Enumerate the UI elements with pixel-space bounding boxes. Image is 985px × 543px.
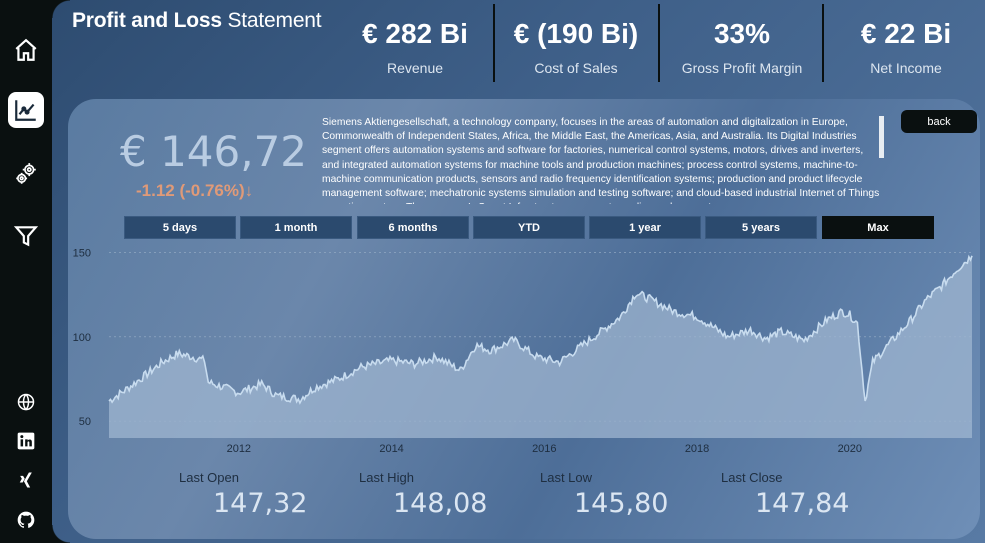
globe-icon[interactable] xyxy=(8,384,44,420)
range-5-years-button[interactable]: 5 years xyxy=(705,216,817,239)
page-title: Profit and Loss Statement xyxy=(72,9,322,32)
home-icon[interactable] xyxy=(8,32,44,68)
last-low-value: 145,80 xyxy=(574,488,669,519)
price-line xyxy=(108,254,973,405)
kpi-gross-profit-margin: 33% Gross Profit Margin xyxy=(676,18,808,88)
range-1-month-button[interactable]: 1 month xyxy=(240,216,352,239)
last-low-label: Last Low xyxy=(540,470,593,485)
range-6-months-button[interactable]: 6 months xyxy=(357,216,469,239)
filter-icon[interactable] xyxy=(8,218,44,254)
y-tick-label: 50 xyxy=(79,416,91,428)
kpi-value: € 282 Bi xyxy=(362,18,468,49)
github-icon[interactable] xyxy=(8,502,44,538)
kpi-divider xyxy=(493,4,495,82)
kpi-label: Net Income xyxy=(870,60,942,76)
kpi-value: € 22 Bi xyxy=(860,18,952,49)
kpi-label: Gross Profit Margin xyxy=(681,60,803,76)
x-tick-label: 2018 xyxy=(685,443,709,455)
last-high-label: Last High xyxy=(359,470,414,485)
last-close-label: Last Close xyxy=(721,470,783,485)
range-ytd-button[interactable]: YTD xyxy=(473,216,585,239)
sidebar xyxy=(0,0,52,543)
kpi-value: € (190 Bi) xyxy=(513,18,639,49)
chart-icon[interactable] xyxy=(8,92,44,128)
kpi-value: 33% xyxy=(713,18,771,49)
price-chart: 50 100 150 2012 2014 2016 2018 2020 xyxy=(73,247,973,455)
range-1-year-button[interactable]: 1 year xyxy=(589,216,701,239)
x-tick-label: 2016 xyxy=(532,443,556,455)
price-area xyxy=(109,255,972,438)
kpi-divider xyxy=(822,4,824,82)
x-tick-label: 2014 xyxy=(379,443,403,455)
kpi-label: Cost of Sales xyxy=(534,60,618,76)
description-scrollbar[interactable] xyxy=(879,116,884,158)
gears-icon[interactable] xyxy=(8,156,44,192)
last-open-label: Last Open xyxy=(179,470,239,485)
last-high-value: 148,08 xyxy=(393,488,488,519)
kpi-divider xyxy=(658,4,660,82)
y-tick-label: 100 xyxy=(73,332,91,344)
back-button[interactable]: back xyxy=(901,110,977,133)
price-change: -1.12 (-0.76%)↓ xyxy=(136,181,254,200)
last-close-value: 147,84 xyxy=(755,488,850,519)
sidebar-corner-bottom xyxy=(52,525,70,543)
last-open-value: 147,32 xyxy=(213,488,308,519)
kpi-net-income: € 22 Bi Net Income xyxy=(846,18,966,88)
linkedin-icon[interactable] xyxy=(8,423,44,459)
kpi-label: Revenue xyxy=(386,60,444,76)
x-tick-label: 2012 xyxy=(227,443,251,455)
y-tick-label: 150 xyxy=(73,247,91,259)
range-5-days-button[interactable]: 5 days xyxy=(124,216,236,239)
current-price: € 146,72 xyxy=(120,127,308,176)
kpi-revenue: € 282 Bi Revenue xyxy=(352,18,478,88)
x-tick-label: 2020 xyxy=(838,443,862,455)
sidebar-corner-top xyxy=(52,0,70,18)
xing-icon[interactable] xyxy=(8,462,44,498)
range-max-button[interactable]: Max xyxy=(822,216,934,239)
company-description[interactable]: Siemens Aktiengesellschaft, a technology… xyxy=(322,117,880,204)
kpi-cost-of-sales: € (190 Bi) Cost of Sales xyxy=(512,18,640,88)
